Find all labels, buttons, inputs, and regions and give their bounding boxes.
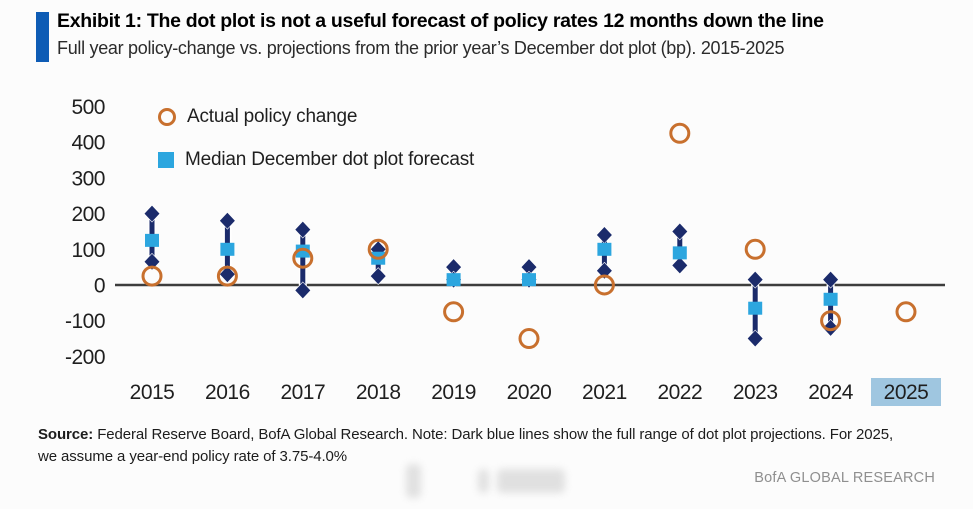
x-axis-year-label: 2022 xyxy=(657,381,702,404)
range-max-diamond xyxy=(822,270,839,289)
y-axis-tick: -200 xyxy=(65,346,105,369)
watermark-smudge xyxy=(478,469,489,493)
median-square xyxy=(748,301,763,315)
range-min-diamond xyxy=(822,318,839,337)
actual-policy-circle xyxy=(669,122,691,144)
range-min-diamond xyxy=(746,329,764,348)
range-max-diamond xyxy=(143,204,161,223)
y-axis-tick: 500 xyxy=(71,96,105,119)
y-axis-tick: -100 xyxy=(65,310,105,333)
actual-policy-circle xyxy=(593,274,615,296)
source-text: Federal Reserve Board, BofA Global Resea… xyxy=(38,426,894,465)
x-axis-year-label: 2017 xyxy=(280,381,325,404)
actual-policy-circle xyxy=(443,301,465,323)
actual-policy-circle xyxy=(895,301,917,323)
x-axis-year-label: 2024 xyxy=(808,381,854,404)
actual-policy-circle xyxy=(292,247,314,269)
actual-policy-circle xyxy=(216,265,238,287)
median-square xyxy=(823,292,838,306)
x-axis-year-label: 2021 xyxy=(582,381,627,404)
x-axis-year-label: 2016 xyxy=(205,381,250,404)
range-max-diamond xyxy=(219,211,236,230)
actual-policy-circle xyxy=(744,238,766,260)
median-square xyxy=(446,273,461,287)
source-label: Source: xyxy=(38,426,94,443)
range-min-diamond xyxy=(369,267,387,285)
range-min-diamond xyxy=(671,256,689,275)
watermark-smudge xyxy=(497,469,565,493)
actual-policy-circle xyxy=(367,238,389,260)
median-square xyxy=(597,242,612,256)
x-axis-year-label: 2020 xyxy=(507,381,552,404)
range-min-diamond xyxy=(294,281,312,300)
range-max-diamond xyxy=(746,270,764,289)
x-axis-year-label: 2019 xyxy=(431,381,476,404)
median-square xyxy=(145,233,159,247)
exhibit-accent-bar xyxy=(36,12,49,62)
median-square xyxy=(672,246,687,260)
year-2025-highlight xyxy=(871,378,941,406)
legend-label-median: Median December dot plot forecast xyxy=(185,149,475,170)
x-axis-year-label: 2018 xyxy=(356,381,401,404)
range-min-diamond xyxy=(219,265,236,284)
exhibit-subtitle: Full year policy-change vs. projections … xyxy=(57,38,785,58)
legend-row-median: Median December dot plot forecast xyxy=(158,147,474,173)
y-axis-tick: 200 xyxy=(71,203,105,226)
actual-policy-circle xyxy=(820,310,842,332)
chart-legend: Actual policy change Median December dot… xyxy=(158,104,474,190)
range-max-diamond xyxy=(294,220,312,239)
dot-plot-chart: 500 400 300 200 100 0 -100 -200 2015 2016 2017 2018… xyxy=(65,96,945,406)
actual-policy-circle xyxy=(141,265,163,287)
median-square xyxy=(295,244,310,258)
median-square xyxy=(220,242,235,256)
watermark-smudge xyxy=(406,464,421,498)
open-circle-icon xyxy=(158,108,176,126)
source-note: Source: Federal Reserve Board, BofA Glob… xyxy=(38,424,906,468)
y-axis-tick: 100 xyxy=(71,239,105,262)
actual-policy-circle xyxy=(518,328,540,350)
y-axis-tick: 300 xyxy=(71,167,105,190)
range-max-diamond xyxy=(671,222,689,241)
y-axis-tick: 400 xyxy=(71,132,105,155)
x-axis-year-label: 2015 xyxy=(130,381,175,404)
legend-row-actual: Actual policy change xyxy=(158,104,474,130)
x-axis-year-label: 2023 xyxy=(733,381,778,404)
range-max-diamond xyxy=(596,226,613,244)
x-axis-year-label: 2025 xyxy=(884,381,929,404)
legend-label-actual: Actual policy change xyxy=(187,106,358,127)
range-min-diamond xyxy=(596,261,613,280)
brand-text: BofA GLOBAL RESEARCH xyxy=(754,470,935,486)
square-icon xyxy=(158,152,174,168)
y-axis-tick: 0 xyxy=(94,275,105,298)
exhibit-title: Exhibit 1: The dot plot is not a useful … xyxy=(57,10,824,32)
range-min-diamond xyxy=(143,252,161,271)
median-square xyxy=(522,273,536,287)
